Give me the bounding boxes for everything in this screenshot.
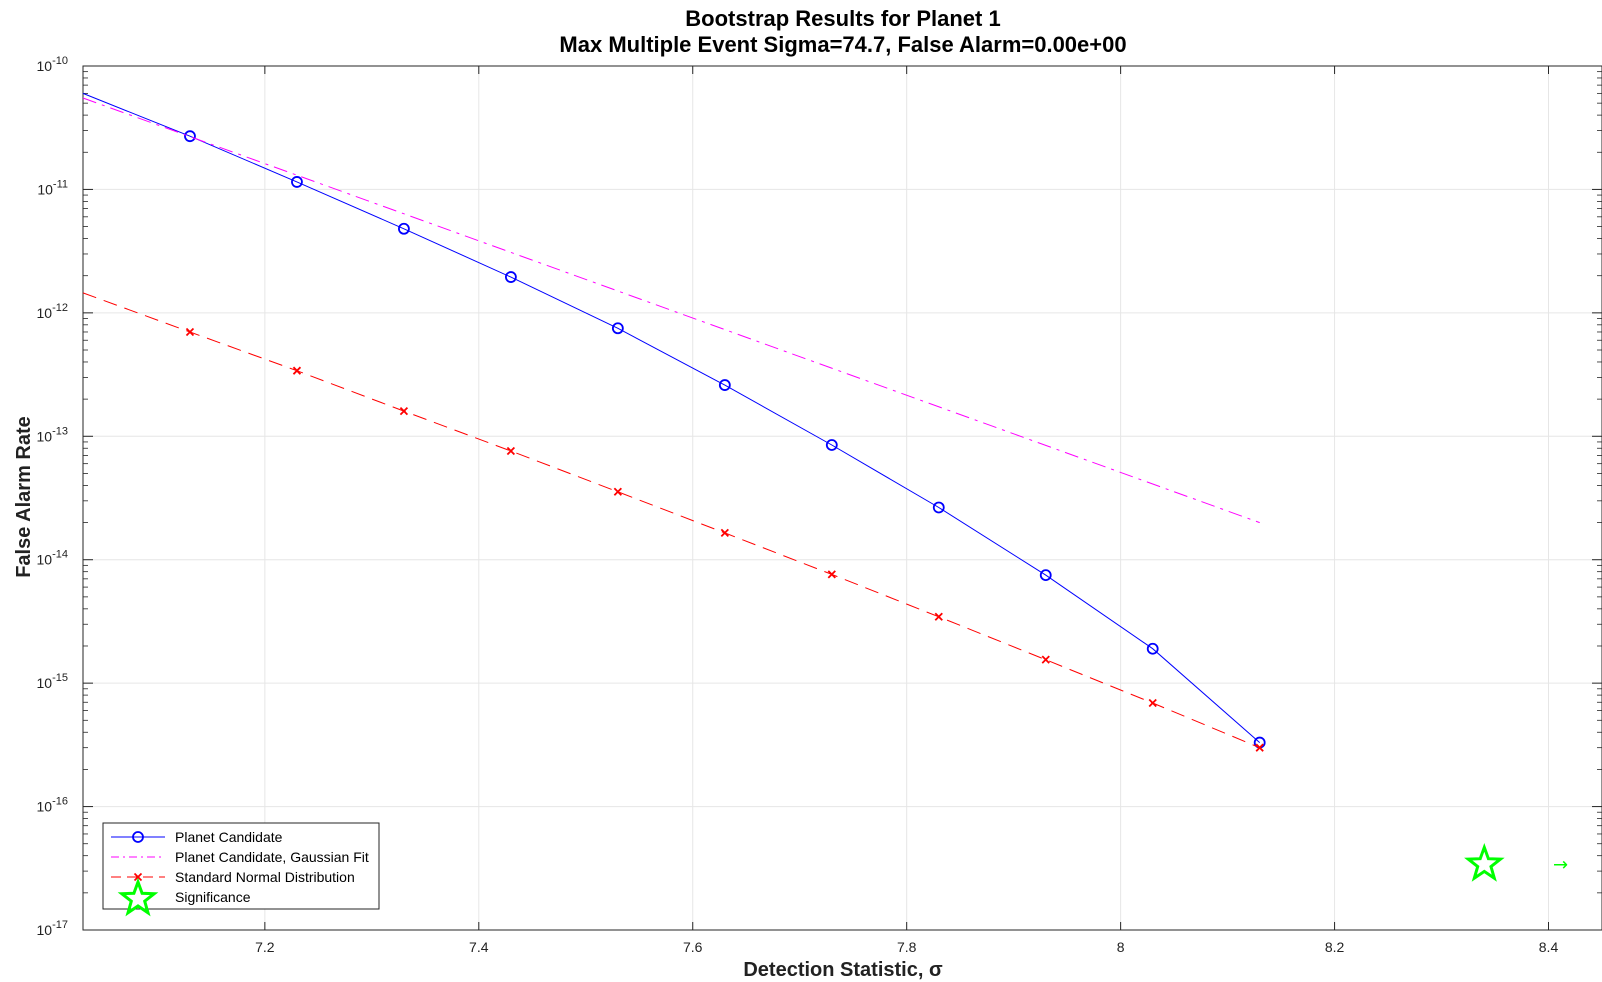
chart-subtitle: Max Multiple Event Sigma=74.7, False Ala…: [559, 32, 1126, 57]
legend-item: Significance: [117, 877, 251, 917]
legend-label: Planet Candidate: [175, 829, 283, 845]
data-point-x: [613, 487, 622, 496]
x-tick-label: 8.2: [1325, 939, 1345, 955]
y-tick-label: 10-10: [37, 55, 68, 74]
significance-arrow-annotation: →: [1553, 854, 1568, 875]
legend: Planet Candidate Planet Candidate, Gaussi…: [102, 822, 380, 917]
minor-ticks: [83, 65, 1602, 931]
legend-item: Planet Candidate: [111, 829, 283, 845]
data-point-circle: [1146, 642, 1159, 655]
plot-area-frame: [82, 65, 1602, 931]
series-line: [82, 97, 1260, 524]
data-point-x: [1041, 655, 1050, 664]
x-tick-label: 8: [1117, 939, 1125, 955]
data-point-x: [720, 528, 729, 538]
data-point-circle: [184, 130, 196, 143]
x-axis-label: Detection Statistic, σ: [743, 959, 943, 981]
series-line: [82, 92, 1261, 743]
data-point-circle: [825, 439, 838, 451]
y-tick-label: 10-17: [37, 919, 68, 938]
data-point-circle: [291, 176, 303, 188]
legend-label: Significance: [175, 889, 251, 905]
x-tick-label: 8.4: [1539, 939, 1559, 955]
series-planet-candidate: [82, 92, 1266, 749]
data-point-x: [399, 406, 409, 416]
data-point-x: [827, 570, 836, 579]
series-standard-normal-distribution: [82, 292, 1264, 752]
significance-star: [1464, 843, 1505, 882]
significance-star: [117, 877, 159, 917]
y-tick-label: 10-14: [37, 549, 68, 568]
data-point-circle: [398, 222, 410, 235]
data-point-x: [185, 327, 195, 337]
data-point-x: [934, 612, 943, 621]
x-tick-label: 7.2: [255, 939, 275, 955]
data-point-circle: [718, 379, 731, 391]
data-point-x: [506, 446, 516, 456]
data-point-x: [1255, 743, 1264, 752]
legend-item: Planet Candidate, Gaussian Fit: [111, 849, 369, 865]
legend-label: Standard Normal Distribution: [175, 869, 355, 885]
chart-title: Bootstrap Results for Planet 1: [685, 6, 1000, 31]
y-tick-label: 10-13: [37, 425, 68, 444]
x-tick-label: 7.8: [897, 939, 917, 955]
data-point-x: [292, 366, 302, 375]
grid: [83, 65, 1602, 931]
series-layer: →: [82, 92, 1568, 882]
series-line: [82, 292, 1260, 749]
data-point-circle: [1039, 569, 1052, 582]
legend-label: Planet Candidate, Gaussian Fit: [175, 849, 369, 865]
data-point-circle: [611, 322, 624, 335]
y-tick-label: 10-12: [37, 302, 68, 321]
data-point-circle: [932, 501, 945, 514]
data-point-x: [1148, 698, 1157, 708]
y-tick-label: 10-15: [37, 672, 68, 691]
x-tick-label: 7.4: [469, 939, 489, 955]
data-point-x: [133, 872, 143, 882]
x-tick-label: 7.6: [683, 939, 703, 955]
data-point-circle: [504, 271, 517, 283]
y-tick-label: 10-16: [37, 796, 68, 815]
y-tick-label: 10-11: [37, 178, 68, 197]
legend-item: Standard Normal Distribution: [111, 869, 355, 885]
x-tick-labels: 7.2 7.4 7.6 7.8 8 8.2 8.4: [255, 939, 1558, 955]
y-tick-labels: 10-10 10-11 10-12 10-13 10-14 10-15 10-16 10-17: [37, 55, 68, 938]
data-point-circle: [132, 831, 144, 843]
y-axis-label: False Alarm Rate: [13, 416, 35, 578]
series-significance: [1464, 843, 1505, 882]
series-planet-candidate-gaussian-fit: [82, 97, 1260, 524]
